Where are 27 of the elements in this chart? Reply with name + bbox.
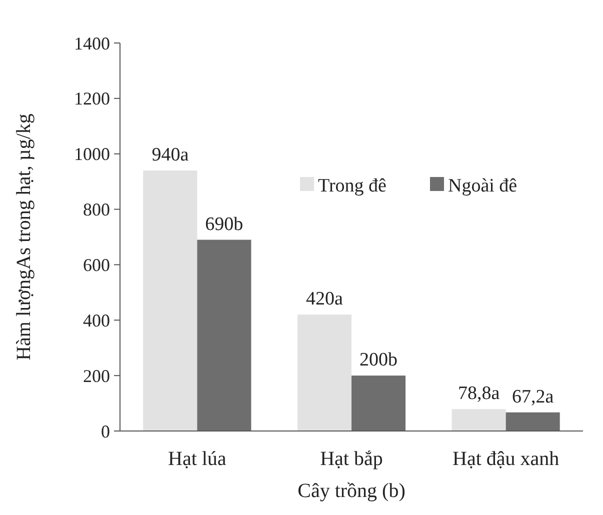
- y-tick-label: 1400: [74, 33, 110, 54]
- bar: [352, 376, 406, 431]
- data-label: 78,8a: [458, 383, 500, 404]
- y-tick-label: 800: [83, 200, 110, 220]
- data-label: 690b: [205, 214, 244, 235]
- bar: [452, 409, 506, 431]
- legend-label: Trong đê: [318, 176, 386, 197]
- y-tick-label: 400: [83, 310, 110, 330]
- x-tick-label: Hạt lúa: [168, 448, 226, 470]
- y-tick-label: 1000: [74, 144, 110, 164]
- y-tick-label: 200: [83, 366, 110, 386]
- bar: [143, 170, 198, 431]
- data-label: 420a: [306, 288, 344, 310]
- y-tick-label: 0: [101, 421, 110, 442]
- x-axis-title: Cây trồng (b): [298, 480, 406, 502]
- y-tick-label: 1200: [74, 88, 110, 109]
- data-label: 67,2a: [512, 386, 554, 408]
- y-axis-title: Hàm lượngAs trong hạt, µg/kg: [13, 114, 35, 360]
- x-tick-label: Hạt bắp: [320, 448, 383, 470]
- y-tick-label: 600: [83, 255, 110, 276]
- bar: [506, 412, 560, 431]
- x-tick-label: Hạt đậu xanh: [452, 448, 560, 470]
- data-label: 200b: [360, 350, 398, 371]
- bar: [297, 314, 352, 431]
- legend-label: Ngoài đê: [448, 176, 518, 197]
- data-label: 940a: [152, 144, 190, 166]
- bar: [197, 240, 252, 431]
